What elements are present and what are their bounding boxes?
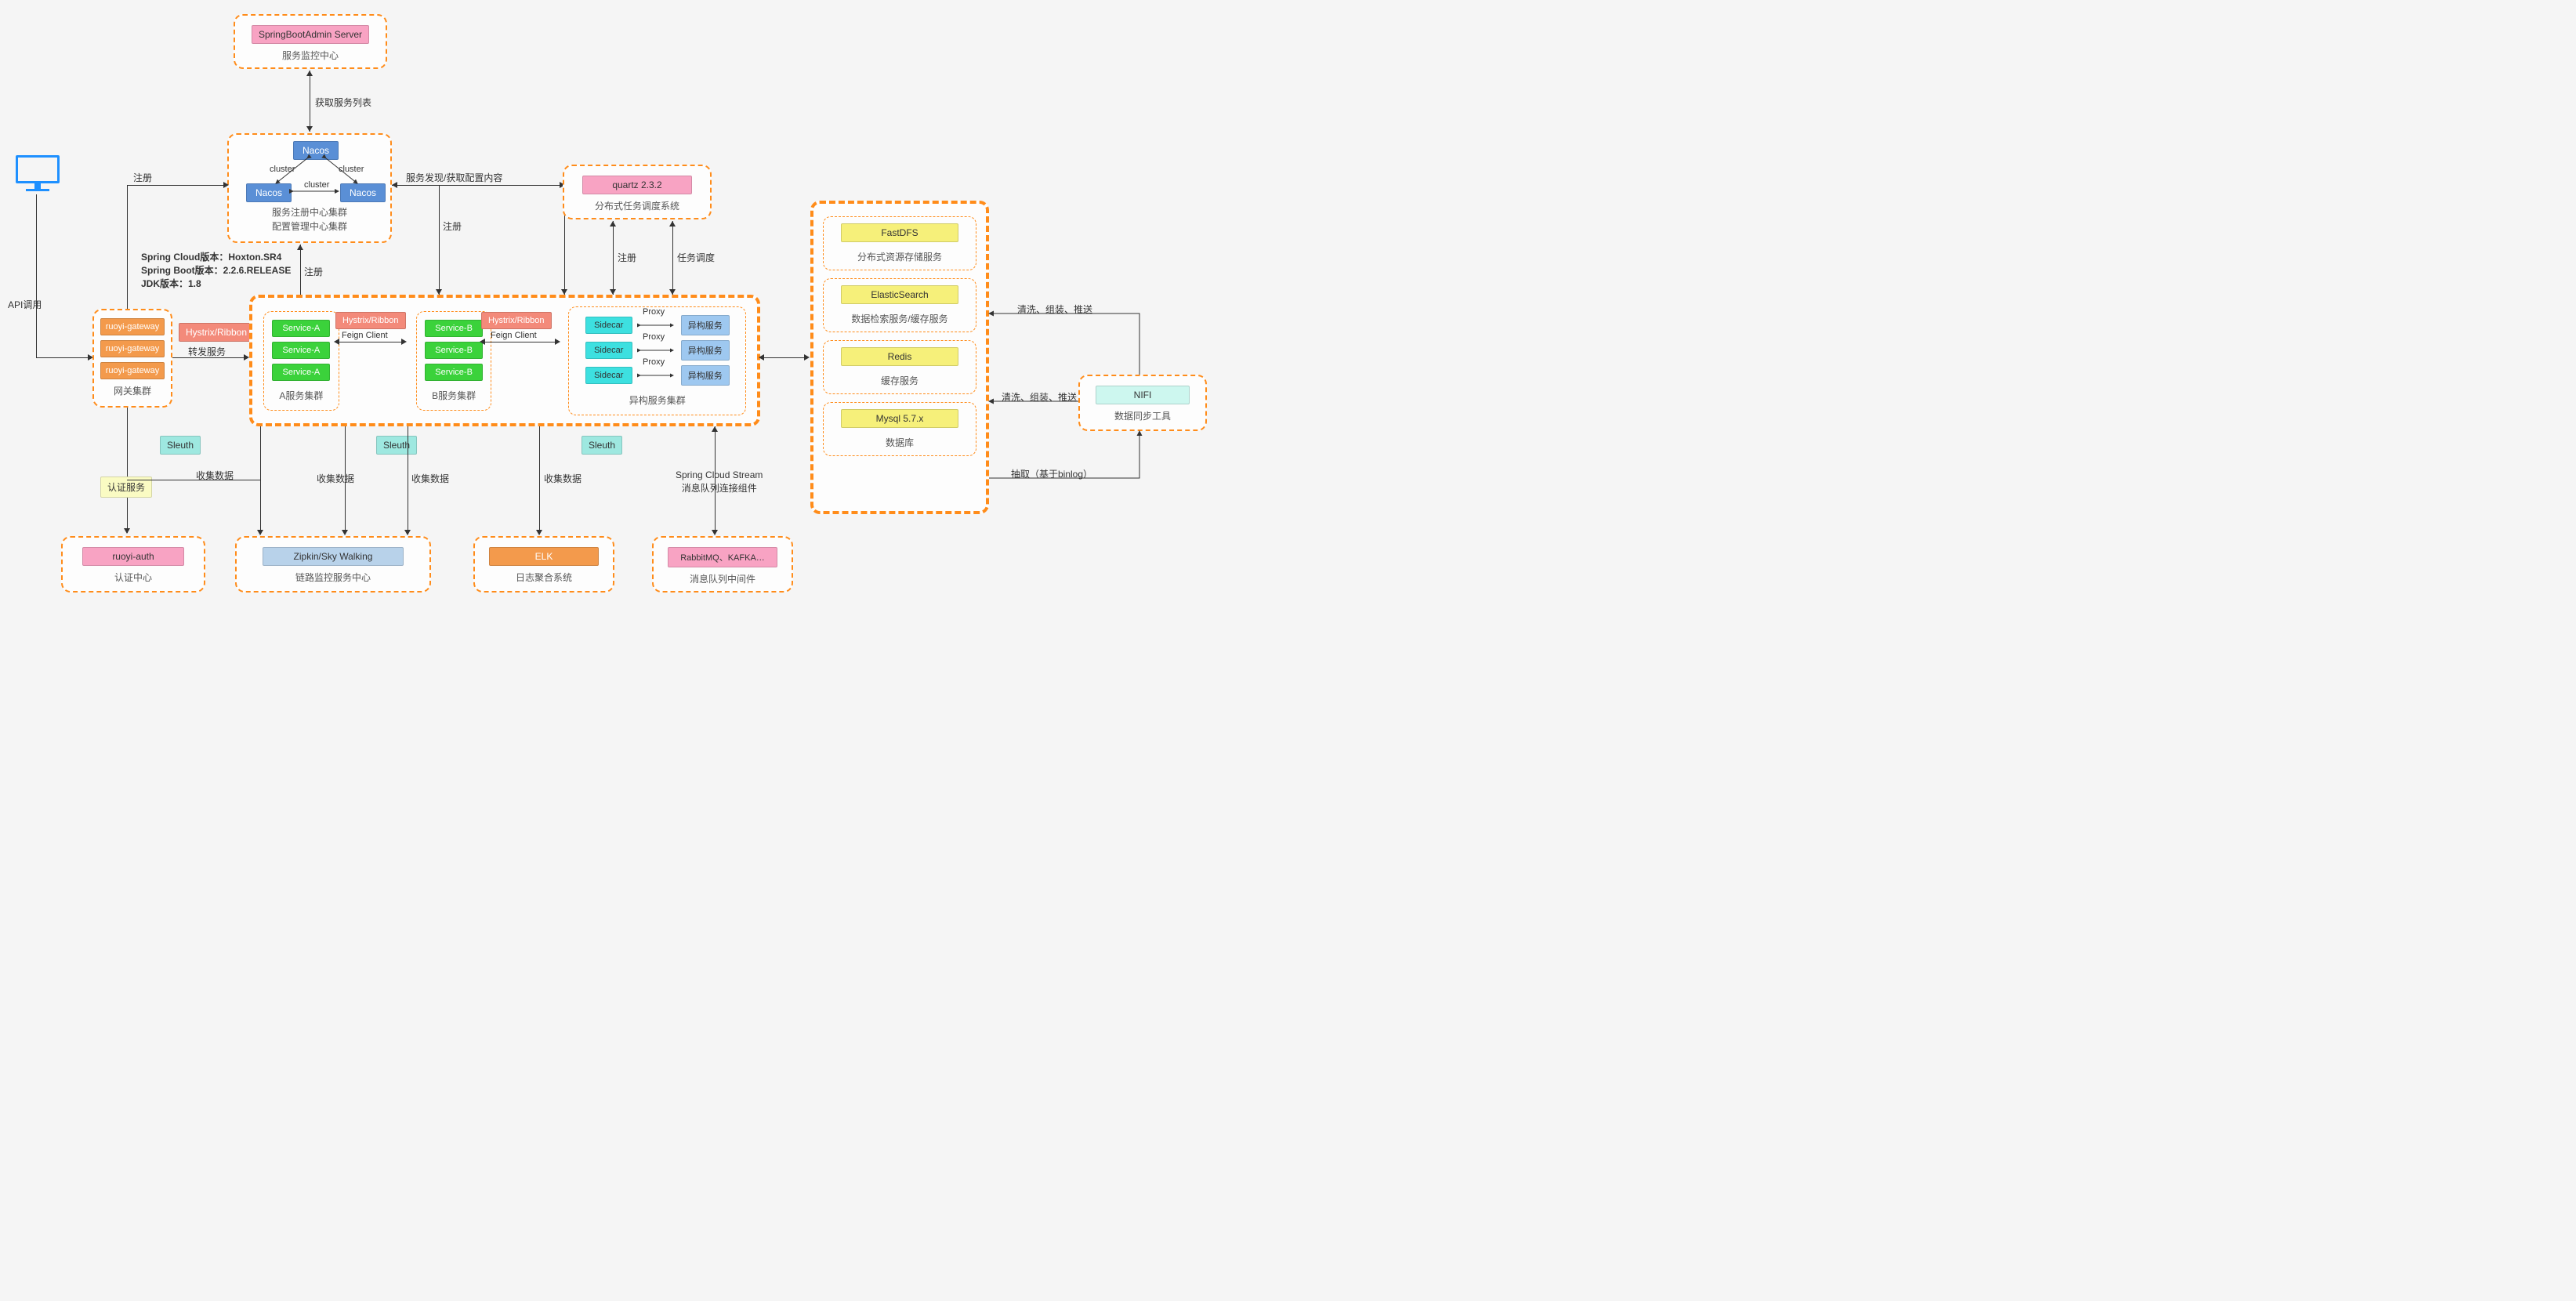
proxy-2: Proxy [643,332,665,342]
nifi-es-label: 清洗、组装、推送 [1017,303,1092,316]
cluster-label-2: cluster [339,165,364,174]
nacos-group: Nacos Nacos Nacos cluster cluster cluste… [227,133,392,243]
storage-group: FastDFS 分布式资源存储服务 ElasticSearch 数据检索服务/缓… [810,201,989,514]
mq-group: RabbitMQ、KAFKA… 消息队列中间件 [652,536,793,593]
sleuth-gateway: Sleuth [160,436,201,455]
nacos-node-left: Nacos [246,183,292,202]
cluster-label-1: cluster [270,165,295,174]
hetero-svc-1: 异构服务 [681,315,730,335]
hetero-title: 异构服务集群 [629,393,686,407]
gateway-item-2: ruoyi-gateway [100,340,165,357]
gateway-group: ruoyi-gateway ruoyi-gateway ruoyi-gatewa… [92,309,172,408]
auth-title: 认证中心 [114,571,152,585]
redis-box: Redis [841,347,958,366]
versions-block: Spring Cloud版本：Hoxton.SR4 Spring Boot版本：… [141,251,291,290]
forward-label: 转发服务 [188,345,226,358]
mq-box: RabbitMQ、KAFKA… [668,547,777,567]
admin-edge-label: 获取服务列表 [315,96,371,109]
zipkin-box: Zipkin/Sky Walking [263,547,404,566]
sleuth-h: Sleuth [582,436,622,455]
sidecar-1: Sidecar [585,317,632,334]
sidecar-2: Sidecar [585,342,632,359]
admin-group: SpringBootAdmin Server 服务监控中心 [234,14,387,69]
service-b-cluster: Service-B Service-B Service-B B服务集群 [416,311,492,411]
quartz-title: 分布式任务调度系统 [595,199,679,213]
fastdfs-card: FastDFS 分布式资源存储服务 [823,216,976,270]
service-b-2: Service-B [425,342,483,359]
service-b-3: Service-B [425,364,483,381]
es-box: ElasticSearch [841,285,958,304]
service-a-3: Service-A [272,364,330,381]
quartz-schedule-label: 任务调度 [677,251,715,264]
feign-ab: Feign Client [342,331,388,340]
stream-label: Spring Cloud Stream消息队列连接组件 [676,469,763,495]
gateway-item-3: ruoyi-gateway [100,362,165,379]
b-register-label: 注册 [443,219,462,233]
collect-b: 收集数据 [411,472,449,485]
nacos-title-1: 服务注册中心集群 [272,207,347,218]
nifi-group: NIFI 数据同步工具 [1078,375,1207,431]
auth-box: ruoyi-auth [82,547,184,566]
sidecar-3: Sidecar [585,367,632,384]
service-a-2: Service-A [272,342,330,359]
zipkin-title: 链路监控服务中心 [295,571,371,585]
redis-sub: 缓存服务 [881,374,918,387]
feign-bh: Feign Client [491,331,537,340]
nifi-box: NIFI [1096,386,1190,404]
service-a-1: Service-A [272,320,330,337]
es-sub: 数据检索服务/缓存服务 [851,312,947,325]
service-b-1: Service-B [425,320,483,337]
quartz-register-label: 注册 [618,251,636,264]
es-card: ElasticSearch 数据检索服务/缓存服务 [823,278,976,332]
redis-card: Redis 缓存服务 [823,340,976,394]
collect-a: 收集数据 [317,472,354,485]
service-a-title: A服务集群 [279,389,323,402]
gateway-register-label: 注册 [133,171,152,184]
hetero-svc-3: 异构服务 [681,365,730,386]
nacos-node-right: Nacos [340,183,386,202]
nifi-redis-label: 清洗、组装、推送 [1002,390,1077,404]
quartz-box: quartz 2.3.2 [582,176,692,194]
hystrix-ab: Hystrix/Ribbon [335,312,406,329]
admin-title: 服务监控中心 [282,49,339,63]
mysql-card: Mysql 5.7.x 数据库 [823,402,976,456]
auth-group: ruoyi-auth 认证中心 [61,536,205,593]
nacos-node-top: Nacos [293,141,339,160]
zipkin-group: Zipkin/Sky Walking 链路监控服务中心 [235,536,431,593]
nifi-sub: 数据同步工具 [1114,409,1171,423]
proxy-1: Proxy [643,307,665,317]
sleuth-a: Sleuth [376,436,417,455]
gw-collect: 收集数据 [196,469,234,482]
mq-title: 消息队列中间件 [690,572,755,586]
gateway-hystrix: Hystrix/Ribbon [179,323,254,342]
api-call-label: API调用 [8,298,42,311]
proxy-3: Proxy [643,357,665,367]
fastdfs-box: FastDFS [841,223,958,242]
hystrix-bh: Hystrix/Ribbon [481,312,552,329]
discovery-label: 服务发现/获取配置内容 [406,171,502,184]
client-monitor-icon [16,155,60,193]
elk-group: ELK 日志聚合系统 [473,536,614,593]
quartz-group: quartz 2.3.2 分布式任务调度系统 [563,165,712,219]
nacos-title-2: 配置管理中心集群 [272,221,347,232]
gateway-title: 网关集群 [114,384,151,398]
mysql-sub: 数据库 [886,436,914,449]
service-b-title: B服务集群 [432,389,476,402]
nifi-mysql-label: 抽取（基于binlog） [1011,467,1092,480]
mysql-box: Mysql 5.7.x [841,409,958,428]
diagram-canvas: API调用 SpringBootAdmin Server 服务监控中心 获取服务… [0,0,1223,619]
fastdfs-sub: 分布式资源存储服务 [857,250,942,263]
service-a-cluster: Service-A Service-A Service-A A服务集群 [263,311,339,411]
gateway-item-1: ruoyi-gateway [100,318,165,335]
elk-box: ELK [489,547,599,566]
cluster-label-3: cluster [304,180,329,190]
admin-box: SpringBootAdmin Server [252,25,369,44]
a-register-label: 注册 [304,265,323,278]
collect-h: 收集数据 [544,472,582,485]
hetero-svc-2: 异构服务 [681,340,730,361]
elk-title: 日志聚合系统 [516,571,572,585]
